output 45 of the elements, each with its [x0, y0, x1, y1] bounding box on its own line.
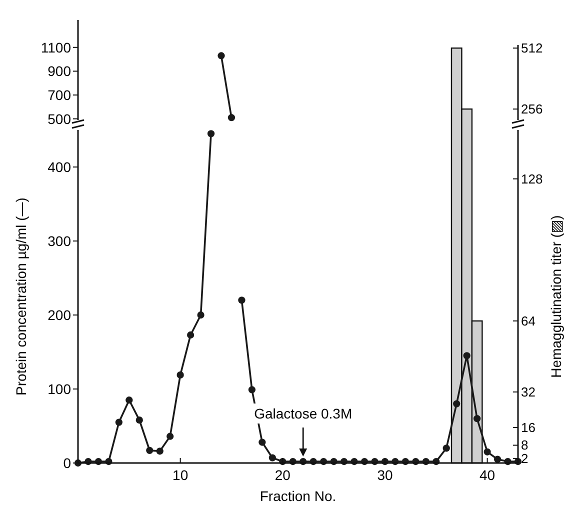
point [156, 448, 164, 455]
y2-tick-label: 8 [521, 438, 528, 453]
point [268, 454, 276, 462]
y2-tick-label: 128 [521, 171, 543, 186]
y-tick-label: 200 [48, 307, 72, 323]
point [126, 396, 133, 404]
x-tick-label: 10 [172, 467, 188, 483]
point [166, 432, 174, 440]
y-tick-label: 100 [48, 381, 72, 397]
point [115, 418, 122, 426]
y2-tick-label: 512 [521, 40, 543, 56]
point [258, 438, 266, 446]
y2-axis-title: Hemagglutination titer (▨) [548, 215, 564, 378]
point [484, 448, 491, 456]
point [494, 456, 502, 463]
point [463, 352, 470, 360]
point [248, 386, 256, 394]
y-tick-label: 300 [48, 233, 72, 249]
y-tick-label: 700 [48, 87, 72, 103]
annotation: Galactose 0.3M [254, 406, 352, 422]
x-tick-label: 20 [274, 467, 291, 483]
x-tick-label: 30 [377, 467, 393, 483]
point [442, 444, 450, 452]
y2-tick-label: 64 [521, 313, 536, 328]
point [136, 416, 143, 424]
point [186, 331, 194, 339]
point [146, 446, 154, 454]
y2-tick-label: 256 [521, 102, 543, 117]
point [474, 415, 481, 422]
point [238, 296, 246, 304]
y-tick-label: 500 [48, 110, 72, 127]
point [453, 400, 460, 408]
y2-tick-label: 32 [521, 384, 536, 400]
y2-tick-label: 16 [521, 420, 536, 435]
point [197, 311, 204, 319]
y-tick-label: 1100 [40, 39, 72, 56]
x-tick-label: 40 [480, 467, 496, 483]
y-tick-label: 0 [63, 455, 72, 471]
point [176, 371, 184, 378]
y2-tick-label: 2 [521, 451, 528, 466]
y-axis-title: Protein concentration µg/ml (—) [13, 198, 29, 396]
y-tick-label: 900 [48, 63, 72, 80]
y-tick-label: 400 [48, 159, 72, 175]
x-axis-title: Fraction No. [260, 488, 336, 504]
point [207, 130, 215, 138]
